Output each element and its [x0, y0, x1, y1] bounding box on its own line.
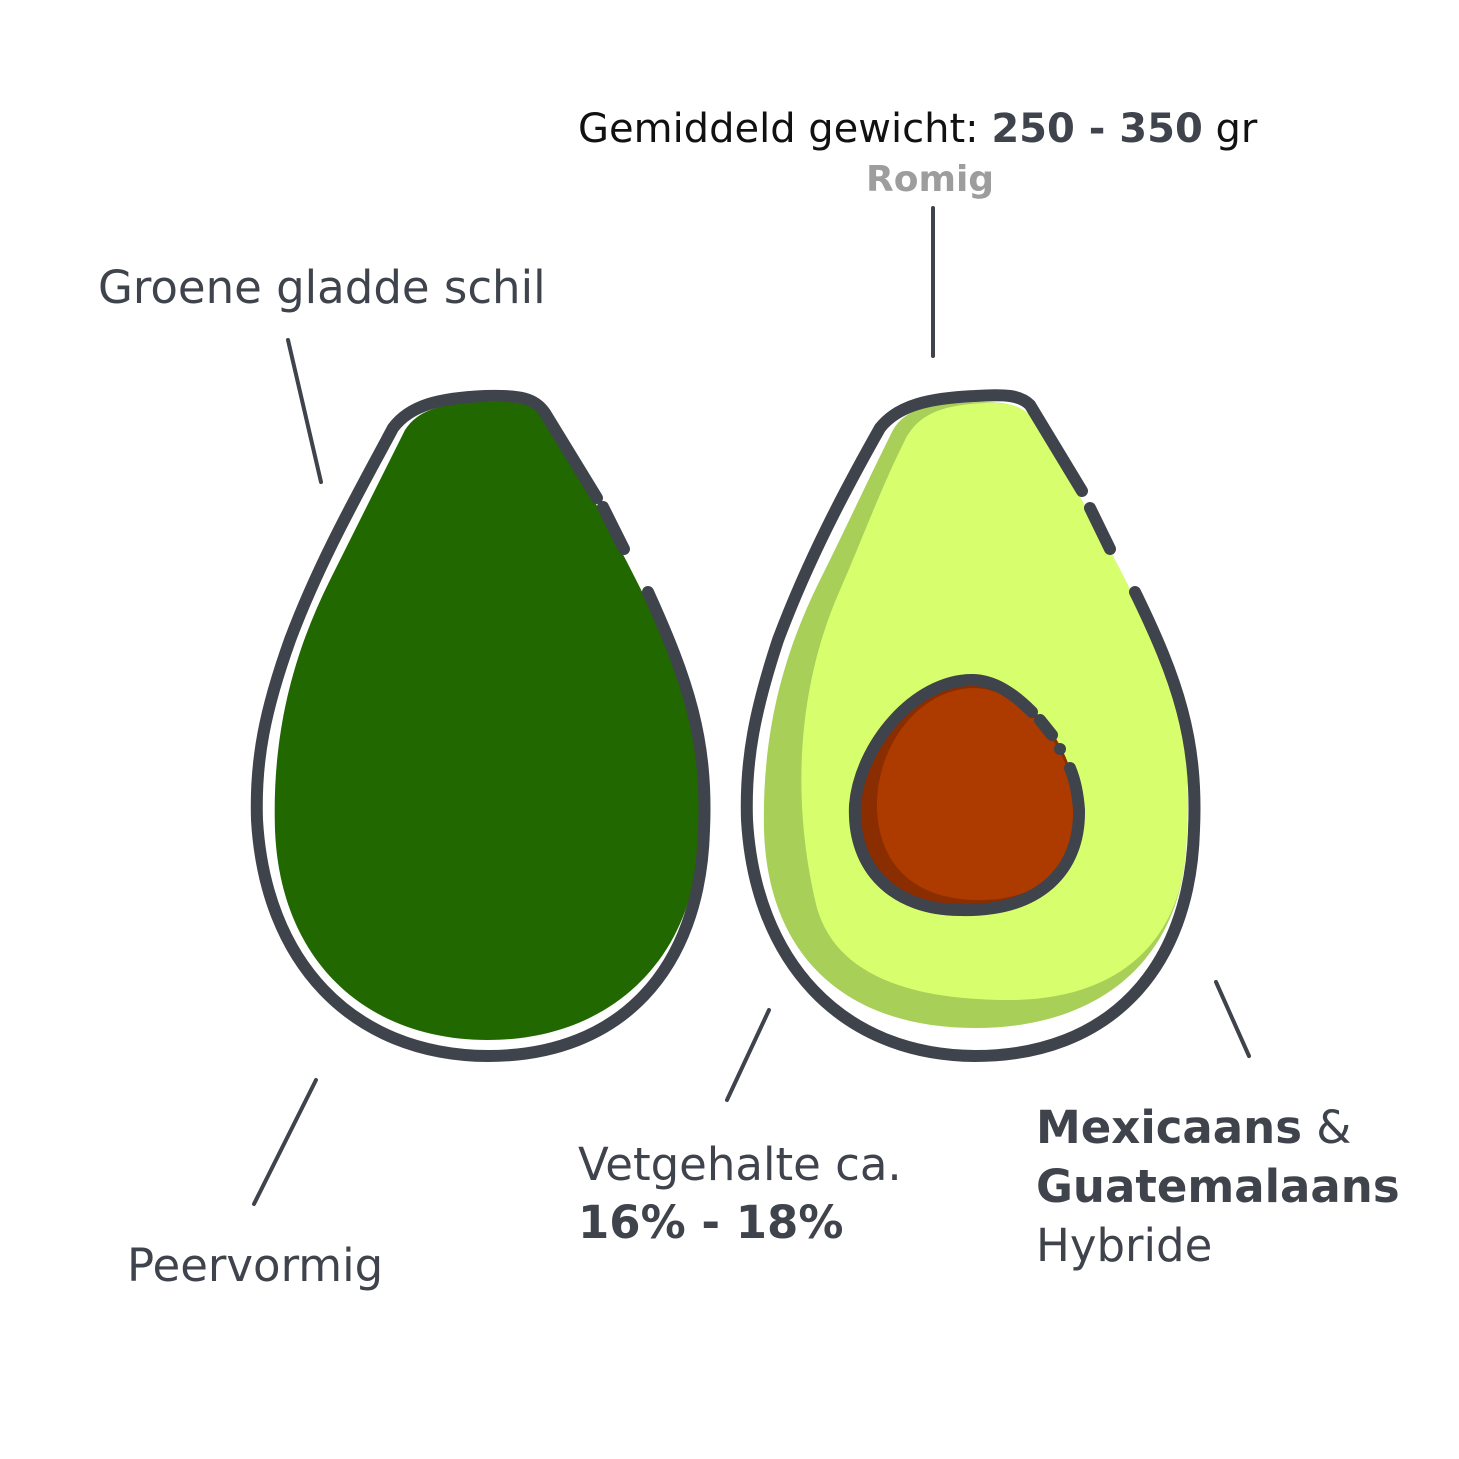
halved-avocado-outline-dash: [1084, 502, 1116, 555]
origin-ampersand: &: [1301, 1101, 1352, 1154]
leader-lines: [252, 206, 1251, 1206]
leader-line-shape: [252, 1078, 318, 1206]
skin-label: Groene gladde schil: [98, 261, 546, 314]
average-weight-value: 250 - 350: [991, 106, 1203, 152]
leader-line-origin: [1214, 980, 1251, 1058]
pit: [876, 688, 1078, 901]
whole-avocado: [250, 389, 711, 1063]
origin-guatemalan: Guatemalaans: [1036, 1160, 1400, 1213]
whole-avocado-outline: [250, 389, 711, 1063]
pit-outline-dash: [1034, 714, 1058, 741]
halved-avocado: [740, 389, 1201, 1063]
halved-avocado-outline: [740, 389, 1201, 1063]
average-weight-prefix: Gemiddeld gewicht:: [578, 106, 992, 152]
shape-label: Peervormig: [127, 1239, 384, 1292]
leader-line-skin: [286, 338, 323, 484]
average-weight-unit: gr: [1202, 106, 1258, 152]
whole-avocado-skin: [274, 401, 701, 1040]
fat-content-prefix: Vetgehalte ca.: [578, 1138, 902, 1191]
fat-content-value: 16% - 18%: [578, 1196, 844, 1249]
origin-label: Mexicaans & Guatemalaans Hybride: [1036, 1098, 1400, 1275]
texture-label: Romig: [866, 159, 995, 200]
fat-content-label: Vetgehalte ca. 16% - 18%: [578, 1136, 902, 1252]
average-weight-label: Gemiddeld gewicht: 250 - 350 gr: [578, 103, 1257, 155]
pit-outline-dot: [1054, 743, 1066, 755]
whole-avocado-outline-dash: [597, 501, 630, 555]
pit-outline: [848, 673, 1086, 917]
origin-mexican: Mexicaans: [1036, 1101, 1302, 1154]
leader-line-fat: [725, 1008, 771, 1102]
origin-hybrid: Hybride: [1036, 1219, 1213, 1272]
